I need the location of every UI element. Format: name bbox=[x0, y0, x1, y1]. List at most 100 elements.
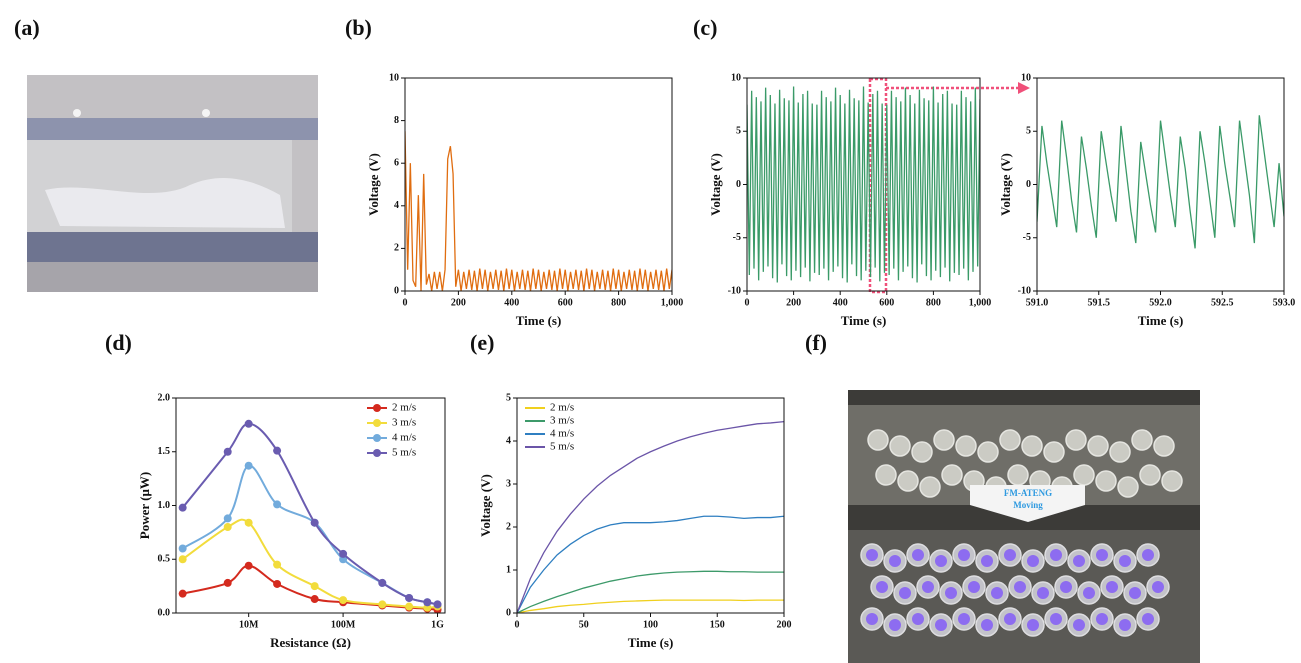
y-axis-label: Power (μW) bbox=[137, 472, 152, 539]
photo-f: FM-ATENG Moving bbox=[848, 390, 1200, 663]
data-point bbox=[244, 419, 253, 428]
data-line bbox=[747, 86, 980, 283]
led bbox=[933, 429, 955, 451]
y-axis-label: Voltage (V) bbox=[478, 474, 493, 537]
legend-label: 4 m/s bbox=[550, 428, 574, 440]
led bbox=[1161, 470, 1183, 492]
led-glow bbox=[1073, 555, 1085, 567]
legend-label: 2 m/s bbox=[550, 402, 574, 414]
led-glow bbox=[1037, 587, 1049, 599]
x-tick-label: 800 bbox=[926, 297, 941, 308]
legend-marker bbox=[373, 449, 381, 457]
data-point bbox=[223, 447, 232, 456]
led bbox=[1043, 441, 1065, 463]
plot-frame bbox=[404, 77, 673, 292]
data-point bbox=[310, 518, 319, 527]
y-tick-label: -10 bbox=[728, 285, 741, 296]
led bbox=[999, 429, 1021, 451]
y-tick-label: 0 bbox=[506, 607, 511, 618]
led-glow bbox=[1142, 613, 1154, 625]
y-axis-label: Voltage (V) bbox=[998, 153, 1013, 216]
led bbox=[911, 441, 933, 463]
legend-marker bbox=[373, 404, 381, 412]
y-tick-label: -5 bbox=[733, 232, 741, 243]
led-glow bbox=[935, 619, 947, 631]
y-tick-label: 1.0 bbox=[158, 500, 171, 511]
led-glow bbox=[1119, 555, 1131, 567]
data-point bbox=[273, 446, 282, 455]
x-tick-label: 100M bbox=[331, 619, 356, 630]
annotation-text: FM-ATENG bbox=[1004, 488, 1052, 498]
data-line bbox=[517, 599, 784, 613]
led-glow bbox=[1152, 581, 1164, 593]
led-glow bbox=[1119, 619, 1131, 631]
led-glow bbox=[889, 619, 901, 631]
x-tick-label: 0 bbox=[515, 619, 520, 630]
led-glow bbox=[1050, 613, 1062, 625]
data-point bbox=[223, 578, 232, 587]
x-tick-label: 0 bbox=[745, 297, 750, 308]
led bbox=[977, 441, 999, 463]
data-point bbox=[378, 578, 387, 587]
led-glow bbox=[1073, 619, 1085, 631]
led-glow bbox=[981, 555, 993, 567]
data-point bbox=[405, 602, 414, 611]
data-point bbox=[244, 561, 253, 570]
led bbox=[1065, 429, 1087, 451]
data-point bbox=[178, 589, 187, 598]
photo-base bbox=[27, 262, 318, 292]
data-point bbox=[178, 503, 187, 512]
led-glow bbox=[991, 587, 1003, 599]
y-tick-label: 2 bbox=[394, 243, 399, 254]
x-axis-label: Time (s) bbox=[628, 635, 674, 650]
led bbox=[1139, 464, 1161, 486]
x-tick-label: 150 bbox=[710, 619, 725, 630]
x-tick-label: 0 bbox=[403, 297, 408, 308]
data-line bbox=[517, 570, 784, 613]
x-tick-label: 200 bbox=[451, 297, 466, 308]
screw bbox=[73, 109, 81, 117]
led bbox=[941, 464, 963, 486]
y-tick-label: 10 bbox=[389, 72, 399, 83]
x-tick-label: 50 bbox=[579, 619, 589, 630]
y-tick-label: 0 bbox=[736, 179, 741, 190]
screw bbox=[202, 109, 210, 117]
led bbox=[1007, 464, 1029, 486]
y-tick-label: 10 bbox=[1021, 72, 1031, 83]
x-tick-label: 400 bbox=[504, 297, 519, 308]
legend-label: 5 m/s bbox=[550, 441, 574, 453]
led-glow bbox=[1142, 549, 1154, 561]
x-tick-label: 10M bbox=[239, 619, 259, 630]
led-glow bbox=[1096, 613, 1108, 625]
led bbox=[867, 429, 889, 451]
led-glow bbox=[876, 581, 888, 593]
y-tick-label: 5 bbox=[506, 392, 511, 403]
led-glow bbox=[899, 587, 911, 599]
y-tick-label: 4 bbox=[506, 435, 511, 446]
legend-marker bbox=[373, 434, 381, 442]
led bbox=[919, 476, 941, 498]
data-point bbox=[378, 600, 387, 609]
led bbox=[1021, 435, 1043, 457]
led bbox=[1109, 441, 1131, 463]
x-axis-label: Time (s) bbox=[841, 313, 887, 328]
x-tick-label: 100 bbox=[643, 619, 658, 630]
y-tick-label: 0.5 bbox=[158, 554, 171, 565]
y-axis-label: Voltage (V) bbox=[708, 153, 723, 216]
led bbox=[875, 464, 897, 486]
data-point bbox=[178, 555, 187, 564]
led bbox=[1117, 476, 1139, 498]
x-tick-label: 400 bbox=[833, 297, 848, 308]
data-point bbox=[273, 579, 282, 588]
led-glow bbox=[935, 555, 947, 567]
y-tick-label: 0 bbox=[1026, 179, 1031, 190]
y-tick-label: 1 bbox=[506, 564, 511, 575]
x-tick-label: 600 bbox=[879, 297, 894, 308]
annotation-arrow bbox=[970, 485, 1085, 522]
data-line bbox=[182, 564, 438, 611]
panel-label: (e) bbox=[470, 330, 494, 355]
led bbox=[955, 435, 977, 457]
plot-frame bbox=[175, 397, 446, 614]
legend-label: 2 m/s bbox=[392, 402, 416, 414]
data-line bbox=[517, 515, 784, 613]
